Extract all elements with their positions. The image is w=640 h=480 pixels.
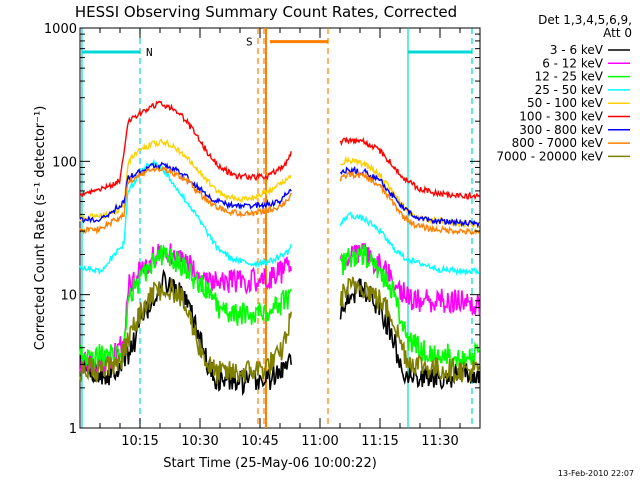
- x-tick-label: 10:15: [121, 434, 158, 449]
- legend-entry-label: 6 - 12 keV: [542, 56, 604, 70]
- legend-entry-label: 300 - 800 keV: [519, 123, 603, 137]
- legend-entry-label: 12 - 25 keV: [535, 70, 604, 84]
- x-tick-label: 11:00: [301, 434, 338, 449]
- x-tick-label: 10:45: [241, 434, 278, 449]
- legend-entry-label: 50 - 100 keV: [527, 96, 604, 110]
- y-tick-label: 100: [52, 155, 77, 170]
- legend-entry-label: 3 - 6 keV: [550, 43, 604, 57]
- plot-area: 1 10 100 1000 10:15 10:30 10:45 11:00 11:15 11:3…: [44, 22, 481, 449]
- x-tick-label: 11:30: [421, 434, 458, 449]
- x-axis-label: Start Time (25-May-06 10:00:22): [163, 456, 377, 471]
- saa-label: S: [246, 36, 253, 49]
- legend-header: Det 1,3,4,5,6,9,: [538, 13, 632, 27]
- series-line: [79, 100, 481, 201]
- series-lines: [79, 100, 481, 396]
- series-line: [79, 161, 481, 229]
- x-axis: 10:15 10:30 10:45 11:00 11:15 11:30: [99, 28, 461, 449]
- y-tick-label: 1: [69, 422, 77, 437]
- y-axis-label: Corrected Count Rate (s⁻¹ detector⁻¹): [33, 106, 48, 351]
- series-line: [79, 158, 481, 277]
- legend-entry-label: 25 - 50 keV: [535, 83, 604, 97]
- night-label: N: [146, 46, 153, 59]
- x-tick-label: 10:30: [181, 434, 218, 449]
- y-tick-label: 1000: [44, 22, 77, 37]
- legend-header: Att 0: [603, 26, 632, 40]
- series-line: [79, 276, 481, 385]
- x-tick-label: 11:15: [361, 434, 398, 449]
- chart-title: HESSI Observing Summary Count Rates, Cor…: [75, 3, 457, 21]
- legend-entry-label: 7000 - 20000 keV: [496, 149, 603, 163]
- annotations: NS: [146, 36, 253, 59]
- series-line: [79, 166, 481, 236]
- y-axis: 1 10 100 1000: [44, 22, 480, 437]
- legend-entry-label: 800 - 7000 keV: [512, 136, 604, 150]
- y-tick-label: 10: [60, 289, 77, 304]
- footer-date: 13-Feb-2010 22:07: [558, 469, 634, 478]
- legend-entry-label: 100 - 300 keV: [519, 110, 603, 124]
